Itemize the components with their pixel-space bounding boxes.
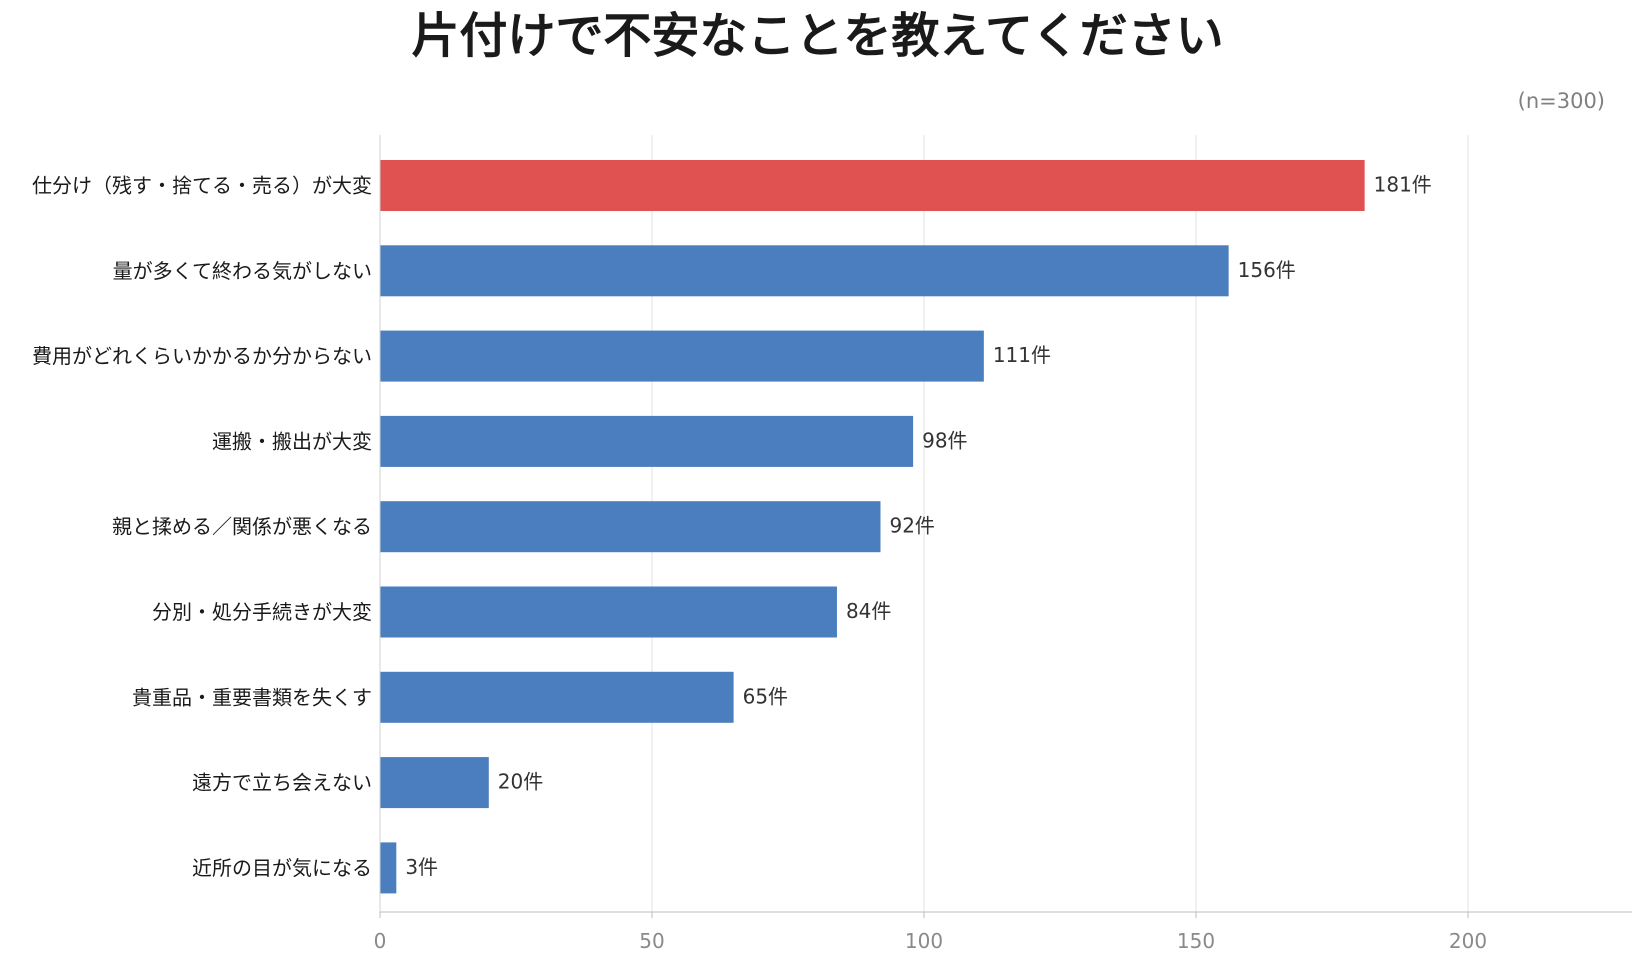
value-label: 156件 [1238,258,1296,282]
bar-5 [380,501,881,553]
value-label: 84件 [846,599,891,623]
category-label: 貴重品・重要書類を失くす [132,685,372,709]
category-label: 量が多くて終わる気がしない [113,259,372,283]
bar-6 [380,586,837,638]
value-label: 92件 [889,514,934,538]
bar-9 [380,842,397,894]
bar-7 [380,671,734,723]
category-label: 仕分け（残す・捨てる・売る）が大変 [32,174,372,198]
bar-8 [380,757,489,809]
category-label: 費用がどれくらいかかるか分からない [32,344,372,368]
value-label: 20件 [498,770,543,794]
chart-title: 片付けで不安なことを教えてください [411,8,1224,64]
x-tick-label: 0 [374,929,387,953]
bars [380,160,1365,894]
value-label: 65件 [743,684,788,708]
bar-1 [380,160,1365,211]
value-label: 98件 [922,428,967,452]
category-label: 運搬・搬出が大変 [212,429,372,453]
sample-size-note: (n=300) [1517,89,1605,113]
x-tick-label: 100 [905,929,943,953]
category-label: 近所の目が気になる [192,856,372,880]
category-label: 遠方で立ち会えない [192,771,372,795]
category-label: 分別・処分手続きが大変 [152,600,372,624]
value-label: 3件 [405,855,438,879]
x-axis: 0 50 100 150 200 [374,135,1632,953]
x-tick-label: 150 [1177,929,1215,953]
x-tick-label: 50 [639,929,664,953]
value-label: 181件 [1374,173,1432,197]
bar-4 [380,415,914,467]
x-tick-label: 200 [1449,929,1487,953]
value-label: 111件 [993,343,1051,367]
bar-2 [380,245,1229,297]
category-label: 親と揉める／関係が悪くなる [112,515,372,539]
bar-3 [380,330,984,382]
